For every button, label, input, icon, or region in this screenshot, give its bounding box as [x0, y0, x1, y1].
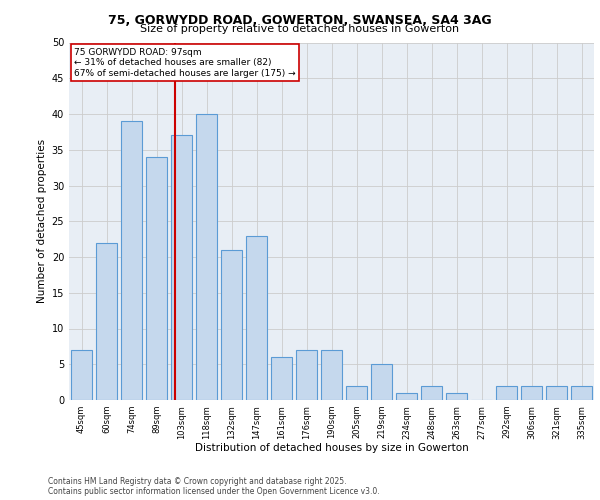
Bar: [346, 386, 367, 400]
Bar: [546, 386, 567, 400]
Text: 75, GORWYDD ROAD, GOWERTON, SWANSEA, SA4 3AG: 75, GORWYDD ROAD, GOWERTON, SWANSEA, SA4…: [108, 14, 492, 27]
Bar: [121, 121, 142, 400]
Bar: [496, 386, 517, 400]
Bar: [246, 236, 267, 400]
Text: Size of property relative to detached houses in Gowerton: Size of property relative to detached ho…: [140, 24, 460, 34]
Bar: [446, 393, 467, 400]
Bar: [171, 136, 192, 400]
Bar: [271, 357, 292, 400]
Text: 75 GORWYDD ROAD: 97sqm
← 31% of detached houses are smaller (82)
67% of semi-det: 75 GORWYDD ROAD: 97sqm ← 31% of detached…: [74, 48, 296, 78]
Bar: [296, 350, 317, 400]
Bar: [571, 386, 592, 400]
Y-axis label: Number of detached properties: Number of detached properties: [37, 139, 47, 304]
Bar: [396, 393, 417, 400]
Text: Contains HM Land Registry data © Crown copyright and database right 2025.
Contai: Contains HM Land Registry data © Crown c…: [48, 476, 380, 496]
Bar: [221, 250, 242, 400]
X-axis label: Distribution of detached houses by size in Gowerton: Distribution of detached houses by size …: [194, 443, 469, 453]
Bar: [196, 114, 217, 400]
Bar: [146, 157, 167, 400]
Bar: [71, 350, 92, 400]
Bar: [96, 242, 117, 400]
Bar: [371, 364, 392, 400]
Bar: [521, 386, 542, 400]
Bar: [421, 386, 442, 400]
Bar: [321, 350, 342, 400]
